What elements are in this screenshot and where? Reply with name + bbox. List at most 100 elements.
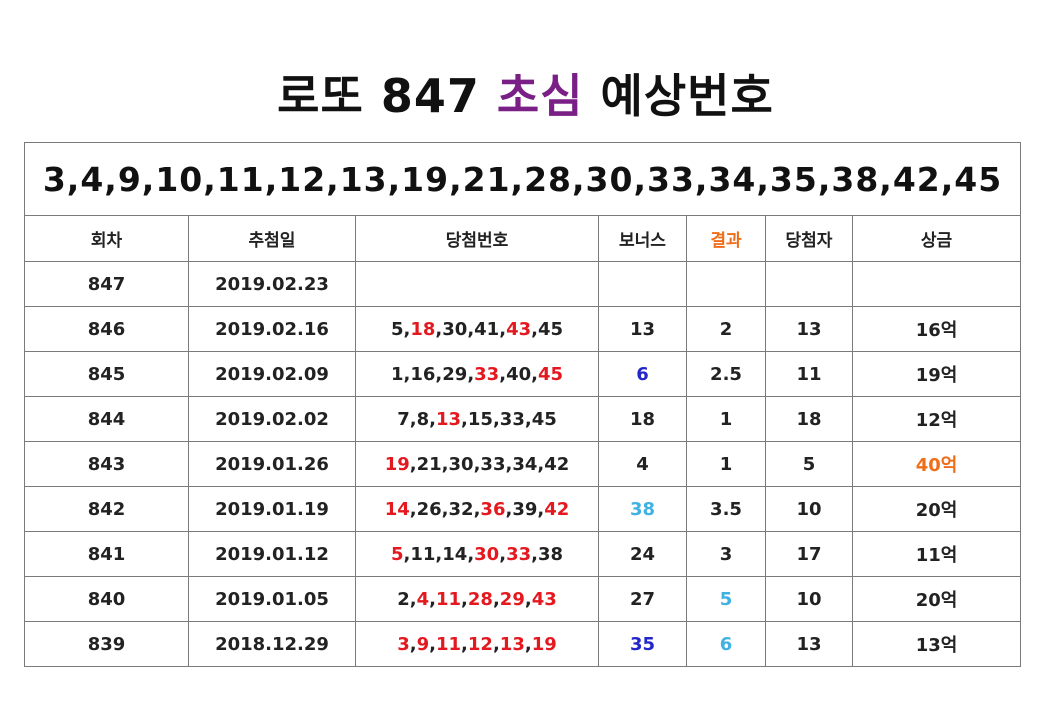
- cell-round: 840: [24, 576, 189, 622]
- table-row: 846 2019.02.16 5,18,30,41,43,45 13 2 13 16억: [24, 306, 1022, 352]
- winning-number: 11: [410, 543, 436, 565]
- winning-number: 14: [442, 543, 468, 565]
- number-separator: ,: [435, 543, 443, 565]
- number-separator: ,: [473, 453, 481, 475]
- winning-number: 40: [506, 363, 532, 385]
- winning-number: 19: [384, 453, 410, 475]
- cell-numbers: 3,9,11,12,13,19: [355, 621, 599, 667]
- cell-result: 2.5: [686, 351, 766, 397]
- cell-bonus: 18: [598, 396, 687, 442]
- cell-prize: 40억: [851, 441, 1022, 487]
- cell-date: 2019.02.16: [188, 306, 356, 352]
- table-row: 842 2019.01.19 14,26,32,36,39,42 38 3.5 10 20억: [24, 486, 1022, 532]
- cell-winners: 5: [765, 441, 853, 487]
- cell-bonus: 24: [598, 531, 687, 577]
- winning-number: 21: [416, 453, 442, 475]
- cell-bonus: 27: [598, 576, 687, 622]
- cell-prize: 20억: [851, 576, 1022, 622]
- cell-round: 843: [24, 441, 189, 487]
- cell-prize: 19억: [851, 351, 1022, 397]
- cell-result: 2: [686, 306, 766, 352]
- cell-date: 2019.01.12: [188, 531, 356, 577]
- col-winners-header: 당첨자: [765, 215, 853, 262]
- number-separator: ,: [531, 543, 538, 565]
- table-header: 회차 추첨일 당첨번호 보너스 결과 당첨자 상금: [24, 215, 1022, 262]
- cell-numbers: 14,26,32,36,39,42: [355, 486, 599, 532]
- winning-number: 38: [537, 543, 564, 565]
- winning-number: 42: [544, 453, 570, 475]
- winning-number: 34: [512, 453, 538, 475]
- number-separator: ,: [531, 318, 538, 340]
- cell-winners: 11: [765, 351, 853, 397]
- cell-result: 3.5: [686, 486, 766, 532]
- cell-prize: 16억: [851, 306, 1022, 352]
- cell-winners: 13: [765, 306, 853, 352]
- winning-number: 28: [467, 588, 493, 610]
- number-separator: ,: [409, 408, 417, 430]
- winning-number: 41: [474, 318, 500, 340]
- page-title: 로또 847 초심 예상번호: [0, 60, 1051, 126]
- col-numbers-header: 당첨번호: [355, 215, 599, 262]
- number-separator: ,: [492, 408, 500, 430]
- cell-date: 2019.01.05: [188, 576, 356, 622]
- winning-number: 45: [537, 363, 564, 385]
- number-separator: ,: [531, 363, 538, 385]
- title-prefix: 로또 847: [277, 69, 497, 123]
- cell-prize: 11억: [851, 531, 1022, 577]
- cell-round: 845: [24, 351, 189, 397]
- number-separator: ,: [461, 408, 468, 430]
- cell-prize: 20억: [851, 486, 1022, 532]
- col-prize-header: 상금: [851, 215, 1022, 262]
- winning-number: 7: [397, 408, 410, 430]
- winning-number: 30: [474, 543, 500, 565]
- cell-winners: 18: [765, 396, 853, 442]
- winning-number: 8: [416, 408, 430, 430]
- predicted-numbers-row: 3,4,9,10,11,12,13,19,21,28,30,33,34,35,3…: [23, 142, 1022, 216]
- winning-number: 13: [435, 408, 462, 430]
- number-separator: ,: [461, 588, 468, 610]
- table-body: 847 2019.02.23 846 2019.02.16 5,18,30,41,43,…: [24, 261, 1022, 667]
- table-row: 840 2019.01.05 2,4,11,28,29,43 27 5 10 20억: [24, 576, 1022, 622]
- number-separator: ,: [403, 543, 411, 565]
- cell-bonus: 38: [598, 486, 687, 532]
- winning-number: 4: [416, 588, 430, 610]
- winning-number: 14: [384, 498, 410, 520]
- cell-prize: 12억: [851, 396, 1022, 442]
- cell-numbers: 19,21,30,33,34,42: [355, 441, 599, 487]
- winning-number: 30: [442, 318, 468, 340]
- predicted-numbers: 3,4,9,10,11,12,13,19,21,28,30,33,34,35,3…: [23, 142, 1022, 216]
- cell-numbers: 5,11,14,30,33,38: [355, 531, 599, 577]
- number-separator: ,: [524, 588, 532, 610]
- cell-numbers: 5,18,30,41,43,45: [355, 306, 599, 352]
- cell-round: 847: [24, 261, 189, 307]
- winning-number: 3: [397, 633, 410, 655]
- cell-result: 6: [686, 621, 766, 667]
- winning-number: 5: [390, 543, 404, 565]
- cell-bonus: 35: [598, 621, 687, 667]
- number-separator: ,: [435, 318, 443, 340]
- cell-bonus: 4: [598, 441, 687, 487]
- number-separator: ,: [441, 453, 449, 475]
- table-row: 839 2018.12.29 3,9,11,12,13,19 35 6 13 13억: [24, 621, 1022, 667]
- number-separator: ,: [505, 498, 513, 520]
- winning-number: 32: [448, 498, 474, 520]
- cell-result: 5: [686, 576, 766, 622]
- table-row: 841 2019.01.12 5,11,14,30,33,38 24 3 17 11억: [24, 531, 1022, 577]
- winning-number: 42: [544, 498, 570, 520]
- number-separator: ,: [409, 633, 417, 655]
- number-separator: ,: [441, 498, 449, 520]
- cell-bonus: 6: [598, 351, 687, 397]
- number-separator: ,: [409, 453, 417, 475]
- winning-number: 26: [416, 498, 442, 520]
- cell-numbers: 7,8,13,15,33,45: [355, 396, 599, 442]
- number-separator: ,: [403, 318, 411, 340]
- winning-number: 33: [499, 408, 525, 430]
- cell-result: [686, 261, 766, 307]
- winning-number: 45: [537, 318, 564, 340]
- table-row: 843 2019.01.26 19,21,30,33,34,42 4 1 5 40억: [24, 441, 1022, 487]
- number-separator: ,: [467, 543, 475, 565]
- number-separator: ,: [492, 588, 500, 610]
- winning-number: 33: [474, 363, 500, 385]
- title-highlight: 초심: [496, 69, 584, 123]
- table-row: 844 2019.02.02 7,8,13,15,33,45 18 1 18 12억: [24, 396, 1022, 442]
